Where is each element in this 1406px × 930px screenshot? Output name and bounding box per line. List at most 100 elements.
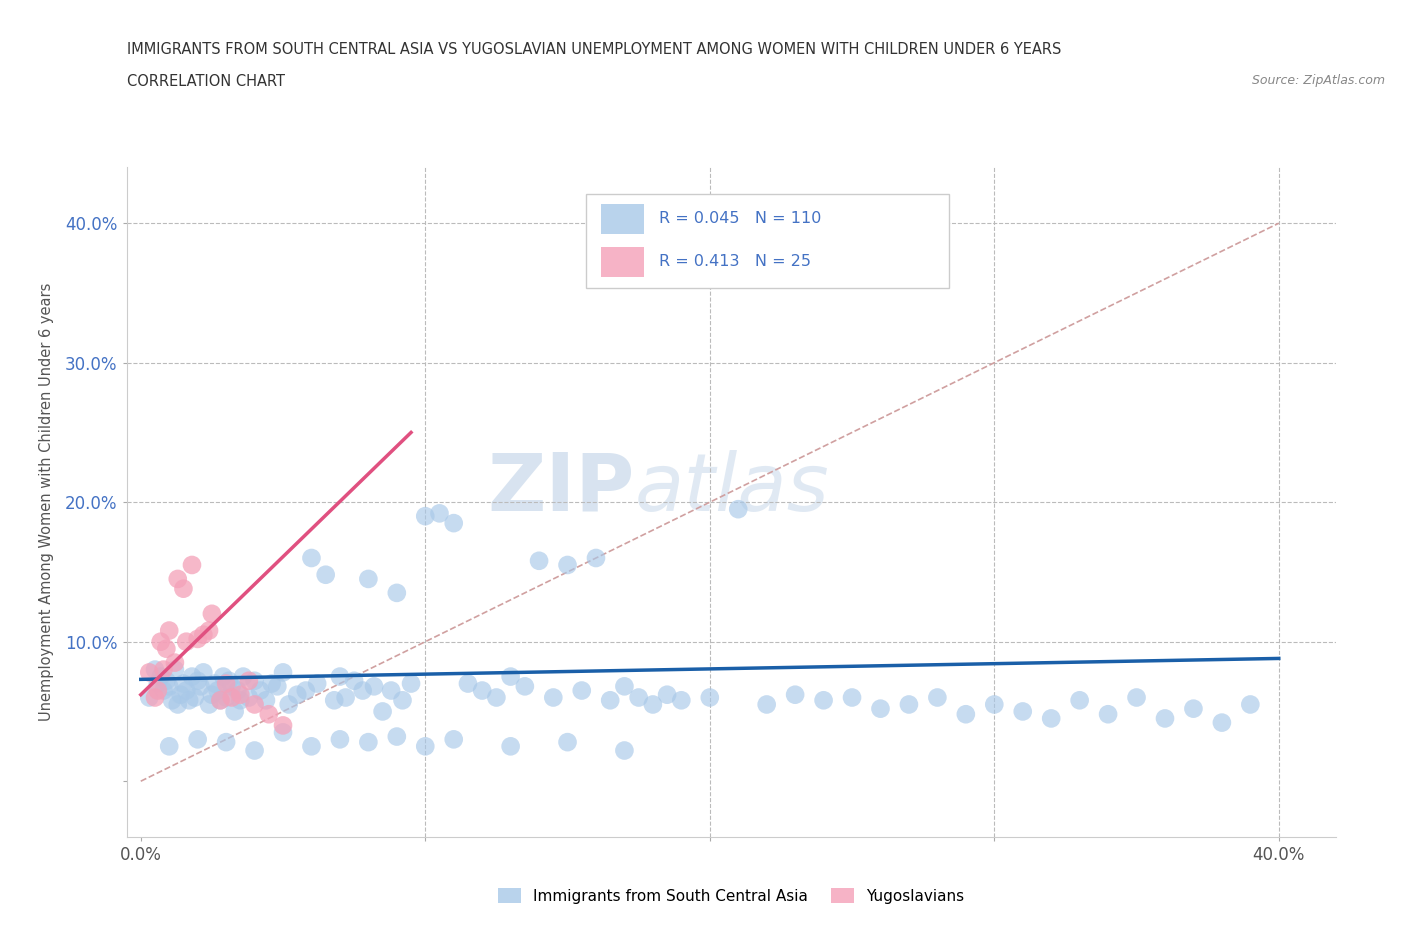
Point xyxy=(413,509,436,524)
Point xyxy=(813,693,835,708)
Point xyxy=(1097,707,1119,722)
Point xyxy=(243,743,266,758)
Text: atlas: atlas xyxy=(634,450,830,528)
Point xyxy=(152,683,174,698)
Point xyxy=(1154,711,1177,725)
Point xyxy=(163,655,186,670)
Point xyxy=(755,698,778,712)
Point xyxy=(1211,715,1233,730)
Point xyxy=(557,558,579,573)
Point xyxy=(1125,690,1147,705)
Point xyxy=(485,690,508,705)
Point xyxy=(224,704,246,719)
Point xyxy=(215,690,238,705)
Bar xyxy=(600,246,644,277)
Point xyxy=(232,670,254,684)
Point xyxy=(207,683,229,698)
Point xyxy=(260,676,283,691)
Point xyxy=(266,679,288,694)
Point xyxy=(166,571,188,587)
Point xyxy=(229,693,252,708)
Point xyxy=(385,729,408,744)
Point xyxy=(249,683,271,698)
Point xyxy=(613,679,636,694)
Point xyxy=(457,676,479,691)
Point xyxy=(179,693,201,708)
Point xyxy=(212,670,235,684)
Point xyxy=(927,690,949,705)
Point xyxy=(301,738,323,753)
Point xyxy=(138,665,160,680)
Point xyxy=(399,676,422,691)
Point xyxy=(229,687,252,702)
Text: R = 0.045   N = 110: R = 0.045 N = 110 xyxy=(658,211,821,226)
Point xyxy=(157,623,180,638)
Point xyxy=(209,693,232,708)
Point xyxy=(254,693,277,708)
Point xyxy=(271,718,294,733)
Point xyxy=(429,506,451,521)
Point xyxy=(143,662,166,677)
Point xyxy=(391,693,413,708)
Point xyxy=(543,690,565,705)
Point xyxy=(1182,701,1205,716)
Point xyxy=(184,690,207,705)
Point xyxy=(146,676,169,691)
Point xyxy=(741,244,763,259)
Point xyxy=(301,551,323,565)
Point xyxy=(1069,693,1091,708)
Point xyxy=(1239,698,1261,712)
Point xyxy=(627,690,650,705)
Point xyxy=(157,738,180,753)
Point xyxy=(277,698,299,712)
Point xyxy=(215,676,238,691)
Point xyxy=(557,735,579,750)
Point xyxy=(198,698,221,712)
Text: IMMIGRANTS FROM SOUTH CENTRAL ASIA VS YUGOSLAVIAN UNEMPLOYMENT AMONG WOMEN WITH : IMMIGRANTS FROM SOUTH CENTRAL ASIA VS YU… xyxy=(127,42,1062,57)
Point xyxy=(727,502,749,517)
Point xyxy=(181,670,204,684)
Point xyxy=(363,679,385,694)
Point xyxy=(357,735,380,750)
Point xyxy=(174,683,197,698)
Point xyxy=(238,690,260,705)
Point xyxy=(513,679,536,694)
Point xyxy=(571,683,593,698)
Point xyxy=(527,553,550,568)
Point xyxy=(243,673,266,688)
Point xyxy=(315,567,337,582)
Point xyxy=(160,693,183,708)
Point xyxy=(190,679,212,694)
Point xyxy=(1040,711,1063,725)
Point xyxy=(380,683,402,698)
Point xyxy=(187,732,209,747)
Point xyxy=(157,679,180,694)
Point xyxy=(138,690,160,705)
Point xyxy=(215,735,238,750)
Text: R = 0.413   N = 25: R = 0.413 N = 25 xyxy=(658,254,811,269)
Point xyxy=(655,687,678,702)
Point xyxy=(155,673,177,688)
Point xyxy=(613,743,636,758)
Point xyxy=(166,698,188,712)
Point xyxy=(352,683,374,698)
Point xyxy=(201,606,224,621)
Point xyxy=(271,665,294,680)
Point xyxy=(323,693,346,708)
Point xyxy=(238,673,260,688)
Point xyxy=(897,698,920,712)
Point xyxy=(443,732,465,747)
Point xyxy=(169,687,191,702)
Point xyxy=(329,732,352,747)
Point xyxy=(585,551,607,565)
Point xyxy=(499,738,522,753)
Point xyxy=(193,628,215,643)
Point xyxy=(271,725,294,740)
Point xyxy=(841,690,863,705)
Point xyxy=(1011,704,1033,719)
Point xyxy=(149,634,172,649)
Point xyxy=(499,670,522,684)
Point xyxy=(143,690,166,705)
Y-axis label: Unemployment Among Women with Children Under 6 years: Unemployment Among Women with Children U… xyxy=(39,283,53,722)
Point xyxy=(371,704,394,719)
